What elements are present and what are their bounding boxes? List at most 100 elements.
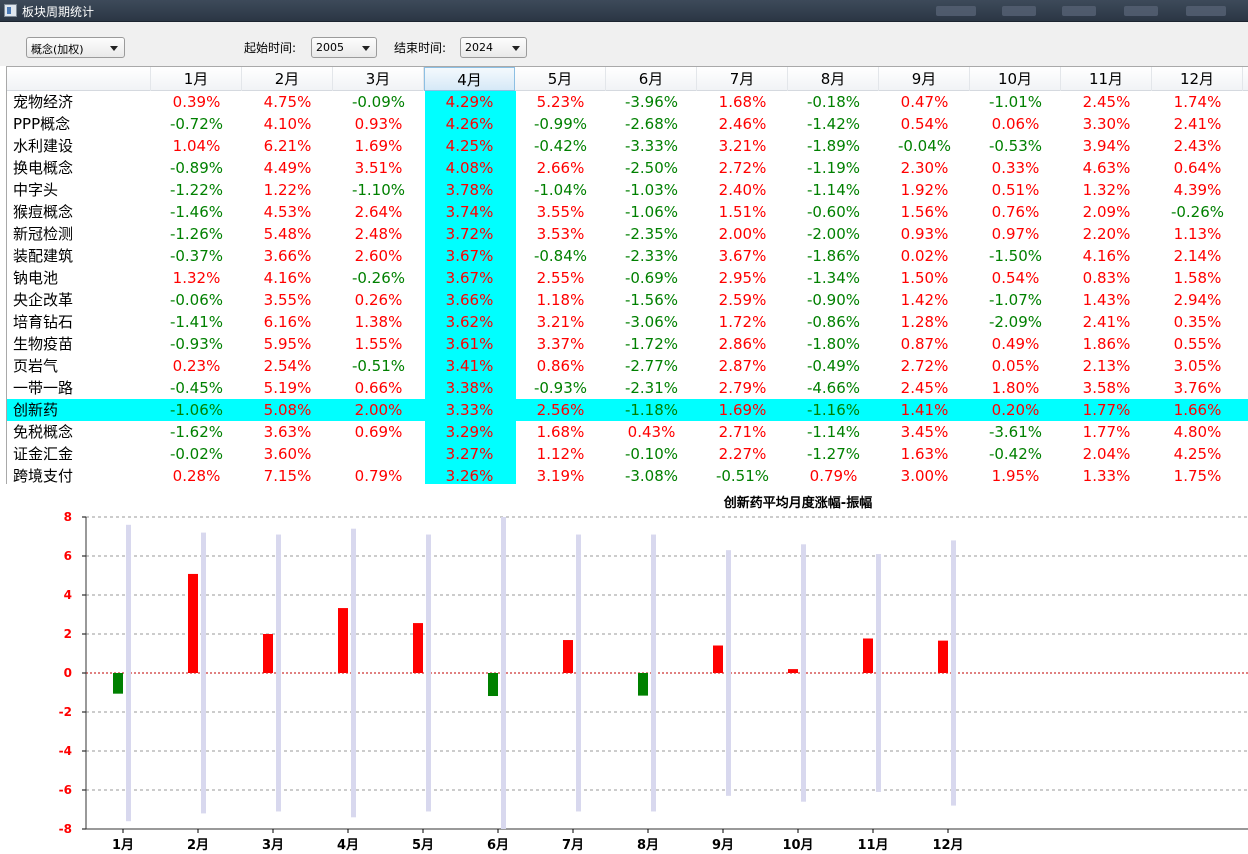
table-cell: 0.79% <box>354 467 403 484</box>
table-cell: -1.27% <box>806 445 861 463</box>
table-row[interactable]: 新冠检测 -1.26% 5.48% 2.48% 3.72% 3.53% -2.35% 2.00… <box>7 223 1248 245</box>
stats-table[interactable]: 1月 2月 3月 4月 5月 6月 7月 8月 9月 10月 11月 12月 宠物经济 0.39% 4.7… <box>6 66 1248 484</box>
table-cell: 0.20% <box>991 401 1040 419</box>
table-row[interactable]: 证金汇金 -0.02% 3.60% 3.27% 1.12% -0.10% 2.27% -1.2… <box>7 443 1248 465</box>
column-header[interactable]: 11月 <box>1061 67 1152 91</box>
table-cell: -0.04% <box>897 137 952 155</box>
table-cell: 1.12% <box>536 445 585 463</box>
table-row[interactable]: 换电概念 -0.89% 4.49% 3.51% 4.08% 2.66% -2.50% 2.72… <box>7 157 1248 179</box>
table-row[interactable]: 宠物经济 0.39% 4.75% -0.09% 4.29% 5.23% -3.96% 1.68… <box>7 91 1248 113</box>
y-tick-label: -6 <box>59 783 72 797</box>
sector-name: 钠电池 <box>13 269 59 287</box>
table-row[interactable]: 一带一路 -0.45% 5.19% 0.66% 3.38% -0.93% -2.31% 2.7… <box>7 377 1248 399</box>
table-cell: 0.64% <box>1173 159 1222 177</box>
column-header[interactable]: 10月 <box>970 67 1061 91</box>
table-cell: -0.60% <box>806 203 861 221</box>
category-select[interactable]: 概念(加权) <box>26 37 125 58</box>
column-header[interactable]: 1月 <box>151 67 242 91</box>
table-row[interactable]: 钠电池 1.32% 4.16% -0.26% 3.67% 2.55% -0.69% 2.95%… <box>7 267 1248 289</box>
table-cell: 2.00% <box>718 225 767 243</box>
column-header[interactable]: 3月 <box>333 67 424 91</box>
table-cell: 1.28% <box>900 313 949 331</box>
table-cell: -1.72% <box>624 335 679 353</box>
table-row[interactable]: 水利建设 1.04% 6.21% 1.69% 4.25% -0.42% -3.33% 3.21… <box>7 135 1248 157</box>
table-cell: 3.27% <box>445 445 494 463</box>
table-cell: 4.08% <box>445 159 494 177</box>
return-bar <box>338 608 348 673</box>
table-row[interactable]: 免税概念 -1.62% 3.63% 0.69% 3.29% 1.68% 0.43% 2.71%… <box>7 421 1248 443</box>
table-cell: 5.95% <box>263 335 312 353</box>
table-cell: 6.21% <box>263 137 312 155</box>
column-header[interactable]: 9月 <box>879 67 970 91</box>
table-cell: -1.34% <box>806 269 861 287</box>
table-cell: -0.26% <box>1170 203 1225 221</box>
table-row[interactable]: 生物疫苗 -0.93% 5.95% 1.55% 3.61% 3.37% -1.72% 2.86… <box>7 333 1248 355</box>
table-cell: 2.95% <box>718 269 767 287</box>
start-year-select[interactable]: 2005 <box>311 37 377 58</box>
return-bar <box>863 638 873 673</box>
column-header[interactable]: 6月 <box>606 67 697 91</box>
sector-name: 央企改革 <box>13 291 74 309</box>
table-cell: 2.72% <box>900 357 949 375</box>
table-row[interactable]: 猴痘概念 -1.46% 4.53% 2.64% 3.74% 3.55% -1.06% 1.51… <box>7 201 1248 223</box>
end-year-select[interactable]: 2024 <box>460 37 527 58</box>
table-cell: 1.80% <box>991 379 1040 397</box>
table-cell: -0.99% <box>533 115 588 133</box>
table-cell: 3.76% <box>1173 379 1222 397</box>
table-cell: 3.19% <box>536 467 585 484</box>
amplitude-bar <box>501 517 506 829</box>
column-header[interactable]: 2月 <box>242 67 333 91</box>
table-cell: 4.53% <box>263 203 312 221</box>
table-row[interactable]: 装配建筑 -0.37% 3.66% 2.60% 3.67% -0.84% -2.33% 3.6… <box>7 245 1248 267</box>
table-cell: 1.66% <box>1173 401 1222 419</box>
table-cell: -3.08% <box>624 467 679 484</box>
table-cell: 2.00% <box>354 401 403 419</box>
table-cell: 4.16% <box>1082 247 1131 265</box>
column-header[interactable]: 4月 <box>424 67 515 91</box>
table-row[interactable]: 培育钻石 -1.41% 6.16% 1.38% 3.62% 3.21% -3.06% 1.72… <box>7 311 1248 333</box>
table-cell: 1.77% <box>1082 423 1131 441</box>
amplitude-bar <box>426 534 431 812</box>
table-cell: -0.93% <box>169 335 224 353</box>
table-cell: 1.56% <box>900 203 949 221</box>
table-cell: 1.41% <box>900 401 949 419</box>
table-cell: -3.06% <box>624 313 679 331</box>
table-cell: -1.01% <box>988 93 1043 111</box>
table-cell: 5.08% <box>263 401 312 419</box>
table-cell: 0.47% <box>900 93 949 111</box>
table-row[interactable]: 中字头 -1.22% 1.22% -1.10% 3.78% -1.04% -1.03% 2.4… <box>7 179 1248 201</box>
table-cell: 2.71% <box>718 423 767 441</box>
column-header[interactable]: 8月 <box>788 67 879 91</box>
sector-name: 证金汇金 <box>13 445 74 463</box>
x-tick-label: 12月 <box>932 838 963 853</box>
table-cell: -0.42% <box>988 445 1043 463</box>
table-cell: 1.38% <box>354 313 403 331</box>
table-cell: 0.35% <box>1173 313 1222 331</box>
table-cell: 4.26% <box>445 115 494 133</box>
window-title: 板块周期统计 <box>22 5 95 19</box>
column-header[interactable]: 12月 <box>1152 67 1243 91</box>
table-cell: -2.00% <box>806 225 861 243</box>
column-header[interactable]: 5月 <box>515 67 606 91</box>
chevron-down-icon <box>110 46 118 51</box>
table-cell: 1.22% <box>263 181 312 199</box>
table-cell: 4.39% <box>1173 181 1222 199</box>
table-cell: 0.97% <box>991 225 1040 243</box>
amplitude-bar <box>726 550 731 796</box>
table-row[interactable]: 创新药 -1.06% 5.08% 2.00% 3.33% 2.56% -1.18% 1.69%… <box>7 399 1248 421</box>
table-row[interactable]: 央企改革 -0.06% 3.55% 0.26% 3.66% 1.18% -1.56% 2.59… <box>7 289 1248 311</box>
table-cell: 1.69% <box>354 137 403 155</box>
table-cell: -1.06% <box>169 401 224 419</box>
table-row[interactable]: PPP概念 -0.72% 4.10% 0.93% 4.26% -0.99% -2.68% 2.… <box>7 113 1248 135</box>
table-cell: 1.69% <box>718 401 767 419</box>
end-year-value: 2024 <box>465 41 493 54</box>
column-header[interactable]: 7月 <box>697 67 788 91</box>
table-row[interactable]: 跨境支付 0.28% 7.15% 0.79% 3.26% 3.19% -3.08% -0.51… <box>7 465 1248 484</box>
table-cell: 0.54% <box>991 269 1040 287</box>
table-cell: 3.55% <box>263 291 312 309</box>
table-row[interactable]: 页岩气 0.23% 2.54% -0.51% 3.41% 0.86% -2.77% 2.87%… <box>7 355 1248 377</box>
table-cell: 2.41% <box>1173 115 1222 133</box>
table-cell: 2.60% <box>354 247 403 265</box>
table-cell: 2.27% <box>718 445 767 463</box>
